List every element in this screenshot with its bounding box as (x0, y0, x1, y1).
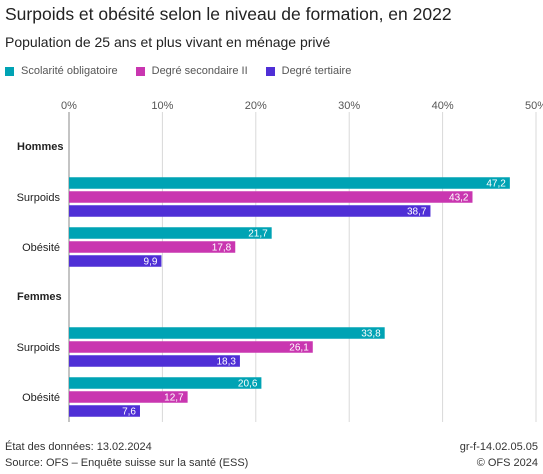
data-label: 47,2 (486, 178, 506, 189)
chart-title: Surpoids et obésité selon le niveau de f… (5, 4, 452, 24)
legend-label: Degré tertiaire (281, 65, 352, 77)
data-label: 38,7 (407, 206, 427, 217)
chart-subtitle: Population de 25 ans et plus vivant en m… (5, 34, 331, 50)
bar (69, 327, 385, 339)
data-label: 20,6 (238, 378, 258, 389)
x-tick-label: 0% (61, 100, 77, 112)
legend-item-scolarite[interactable]: Scolarité obligatoire (5, 65, 118, 77)
bar (69, 377, 262, 389)
data-label: 12,7 (164, 392, 184, 403)
chart-legend: Scolarité obligatoire Degré secondaire I… (5, 65, 369, 77)
data-label: 33,8 (361, 328, 381, 339)
data-label: 18,3 (216, 356, 236, 367)
x-tick-label: 40% (432, 100, 454, 112)
copyright-note: © OFS 2024 (476, 457, 538, 469)
legend-item-secondaire[interactable]: Degré secondaire II (135, 65, 248, 77)
data-label: 21,7 (248, 228, 268, 239)
bar (69, 405, 140, 417)
group-label: Femmes (17, 291, 62, 303)
category-label: Surpoids (17, 342, 61, 354)
legend-swatch (5, 66, 14, 76)
bar (69, 177, 510, 189)
legend-label: Scolarité obligatoire (21, 65, 118, 77)
data-label: 17,8 (212, 242, 232, 253)
bar (69, 341, 313, 353)
x-tick-label: 10% (151, 100, 173, 112)
legend-item-tertiaire[interactable]: Degré tertiaire (265, 65, 352, 77)
data-state-note: État des données: 13.02.2024 (5, 441, 152, 453)
chart-code: gr-f-14.02.05.05 (459, 441, 538, 453)
bar (69, 255, 162, 267)
bar (69, 355, 240, 367)
data-label: 7,6 (122, 406, 136, 417)
data-label: 9,9 (144, 256, 158, 267)
data-label: 43,2 (449, 192, 469, 203)
bar-chart: 0% 10% 20% 30% 40% 50% Hommes Surpoids 47,2 43,2 3… (17, 100, 543, 422)
source-note: Source: OFS – Enquête suisse sur la sant… (5, 457, 249, 469)
legend-label: Degré secondaire II (151, 65, 248, 77)
legend-swatch (135, 66, 145, 76)
bar (69, 227, 272, 239)
x-tick-label: 20% (245, 100, 267, 112)
data-label: 26,1 (289, 342, 309, 353)
bar (69, 205, 431, 217)
x-tick-label: 30% (338, 100, 360, 112)
category-label: Surpoids (17, 192, 61, 204)
bar (69, 191, 473, 203)
bar (69, 241, 236, 253)
group-label: Hommes (17, 141, 63, 153)
bar (69, 391, 188, 403)
legend-swatch (265, 66, 275, 76)
category-label: Obésité (22, 392, 60, 404)
category-label: Obésité (22, 242, 60, 254)
x-tick-label: 50% (525, 100, 543, 112)
